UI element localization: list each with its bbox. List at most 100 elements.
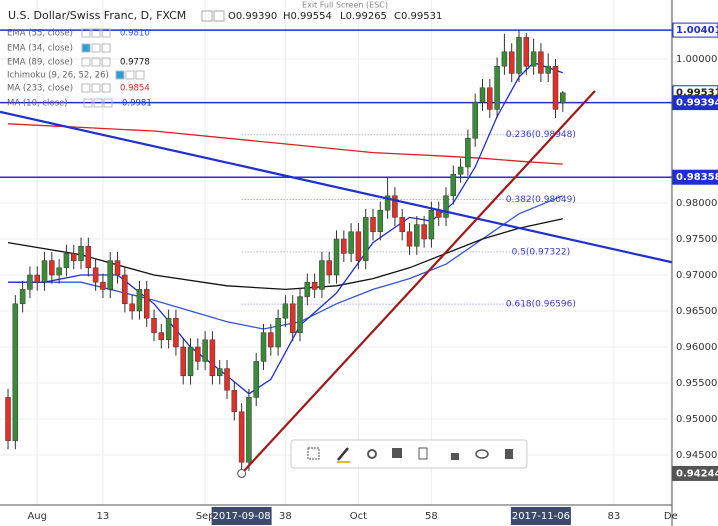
indicator-icon[interactable] <box>81 43 91 53</box>
indicator-name[interactable]: EMA (55, close) <box>7 29 73 39</box>
toolbar-clone[interactable] <box>418 447 428 460</box>
price-tag <box>672 22 718 38</box>
x-tick-label: 58 <box>425 511 438 522</box>
indicator-name[interactable]: MA (10, close) <box>7 99 68 109</box>
indicator-value: 0.9810 <box>120 29 150 39</box>
fib-label: 0.618(0.96596) <box>506 300 576 310</box>
candle-body <box>282 303 289 319</box>
toolbar-hide[interactable] <box>475 449 489 459</box>
toolbar-settings[interactable] <box>367 449 377 459</box>
candle-body <box>333 238 340 276</box>
price-tag-label: 0.98358 <box>676 172 718 183</box>
y-tick-label: 0.97500 <box>676 234 717 245</box>
legend: U.S. Dollar/Swiss Franc, D, FXCM O0.9939… <box>7 9 442 109</box>
candle-body <box>136 289 143 312</box>
candle-body <box>311 281 318 290</box>
candle-body <box>260 332 267 362</box>
indicator-name[interactable]: MA (233, close) <box>7 84 73 94</box>
date-tag <box>510 507 571 525</box>
indicator-icon[interactable] <box>101 57 111 67</box>
toolbar-pen-color <box>337 461 350 463</box>
indicator-icon[interactable] <box>81 57 91 67</box>
candle-body <box>253 361 259 398</box>
plot-area: 0.236(0.98948) 0.382(0.98049) 0.5(0.97322)… <box>0 0 673 505</box>
candle-body <box>114 260 121 276</box>
candle-body <box>209 339 216 377</box>
indicator-name[interactable]: EMA (34, close) <box>7 44 73 54</box>
exit-fullscreen[interactable]: Exit Full Screen (ESC) <box>302 1 388 10</box>
candle-body <box>479 87 486 103</box>
x-tick-label: Oct <box>350 511 367 522</box>
candle-body <box>63 253 70 269</box>
toolbar-style[interactable] <box>307 447 320 460</box>
indicator-line <box>7 218 563 291</box>
candle-body <box>297 296 303 333</box>
indicator-icon[interactable] <box>135 70 145 80</box>
candle-body <box>100 281 106 290</box>
indicator-icon[interactable] <box>83 98 93 108</box>
indicator-icon[interactable] <box>81 83 91 93</box>
indicator-icon[interactable] <box>81 28 91 38</box>
indicator-icon[interactable] <box>91 83 101 93</box>
indicator-icon[interactable] <box>91 43 101 53</box>
indicator-icon[interactable] <box>93 98 103 108</box>
indicator-icon[interactable] <box>91 57 101 67</box>
indicator-icon[interactable] <box>101 43 111 53</box>
indicator-icon[interactable] <box>103 98 113 108</box>
candle-body <box>487 87 493 110</box>
toolbar-layer[interactable] <box>392 448 402 458</box>
toolbar-bg <box>290 439 528 469</box>
indicator-icon[interactable] <box>125 70 135 80</box>
indicator-value: 0.9778 <box>120 58 150 68</box>
x-tick-label: Aug <box>27 511 47 522</box>
indicator-name[interactable]: Ichimoku (9, 26, 52, 26) <box>7 71 109 81</box>
indicator-icon[interactable] <box>101 28 111 38</box>
candle-body <box>165 317 172 341</box>
y-tick-label: 1.00000 <box>676 54 717 65</box>
candle-body <box>538 51 544 74</box>
x-tick-label: 83 <box>608 511 621 522</box>
indicator-icon[interactable] <box>91 28 101 38</box>
candle-body <box>70 253 77 261</box>
candle-body <box>12 303 19 441</box>
ohlc-value: C0.99531 <box>394 11 442 22</box>
candle-body <box>129 303 135 312</box>
candle-body <box>362 217 369 261</box>
candle-body <box>523 37 530 67</box>
x-tick-label: 13 <box>97 511 110 522</box>
date-tag <box>211 507 272 525</box>
fib-label: 0.5(0.97322) <box>512 247 571 257</box>
toolbar-lock[interactable] <box>451 453 459 460</box>
candle-body <box>384 195 391 211</box>
candle-body <box>5 397 11 441</box>
candle-body <box>545 65 551 74</box>
price-tag <box>672 465 718 481</box>
candle-body <box>494 65 500 110</box>
toolbar-pen[interactable] <box>337 447 349 461</box>
y-tick-label: 0.97000 <box>676 270 717 281</box>
indicator-icon[interactable] <box>115 70 125 80</box>
price-tag <box>672 169 718 185</box>
candle-body <box>508 51 515 74</box>
candle-body <box>187 346 194 377</box>
indicator-icon[interactable] <box>101 83 111 93</box>
candle-body <box>122 274 128 305</box>
y-tick-label: 0.95500 <box>676 378 717 389</box>
time-axis-bg <box>0 505 672 526</box>
candle-body <box>421 224 427 240</box>
toolbar-delete[interactable] <box>505 449 513 459</box>
trendline <box>0 110 673 264</box>
candle-body <box>268 332 274 348</box>
candle-body <box>552 65 559 110</box>
indicator-name[interactable]: EMA (89, close) <box>7 58 73 68</box>
candle-body <box>275 317 281 348</box>
candle-body <box>516 37 522 74</box>
candle-body <box>173 317 179 348</box>
candle-body <box>457 166 464 175</box>
candle-body <box>85 245 92 269</box>
candle-body <box>143 289 150 319</box>
price-axis-bg <box>672 0 718 526</box>
candle-body <box>428 209 435 240</box>
fib-label: 0.382(0.98049) <box>506 195 576 205</box>
